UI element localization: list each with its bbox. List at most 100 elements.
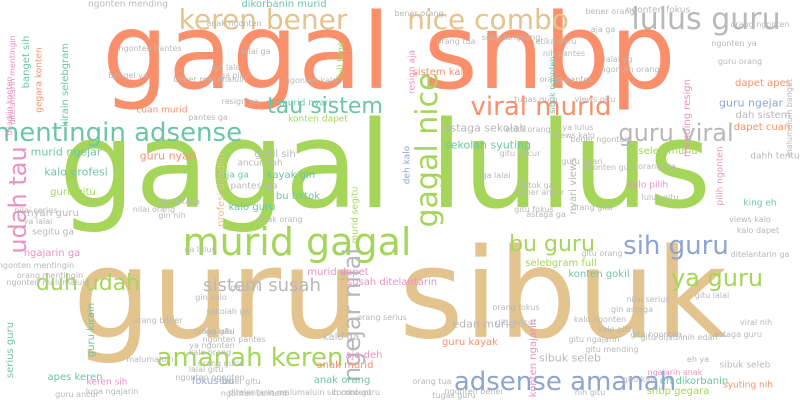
- cloud-word: gegara konten: [34, 47, 45, 113]
- cloud-word: anak orang: [257, 215, 303, 224]
- cloud-word: guru viral: [618, 119, 734, 147]
- cloud-word: sibuk ngonten: [548, 56, 557, 114]
- cloud-word: sekolah ga: [206, 307, 250, 316]
- cloud-word: ga pikir: [220, 71, 250, 80]
- cloud-word: tugas guru: [432, 391, 476, 400]
- cloud-word: murid gagal: [182, 220, 412, 264]
- cloud-word: kalo ga: [322, 332, 360, 343]
- cloud-word: lulus gitu: [641, 193, 679, 202]
- cloud-word: konten gokil: [568, 269, 630, 280]
- cloud-word: sibuk seleb: [539, 351, 601, 365]
- cloud-word: ngajarin anak: [647, 368, 703, 377]
- cloud-word: ga lalai: [213, 63, 243, 72]
- cloud-word: dijadiin konten: [5, 76, 14, 136]
- cloud-word: bener orang: [585, 7, 635, 16]
- cloud-word: ditelantarin ga: [730, 250, 790, 259]
- cloud-word: ngonten kalo: [284, 76, 338, 85]
- cloud-word: viral nih: [739, 318, 773, 327]
- cloud-word: ngonten mentingin: [0, 261, 75, 270]
- cloud-word: gitu dijadiin: [640, 333, 688, 342]
- cloud-word: gitu ancur: [499, 149, 541, 158]
- cloud-word: views kalo: [729, 215, 771, 224]
- cloud-word: etika guru: [535, 37, 577, 46]
- cloud-word: malumaluin banget: [785, 79, 794, 157]
- cloud-word: astaga guru: [713, 330, 763, 339]
- cloud-word: pantes aja: [230, 181, 278, 192]
- cloud-word: dahh tentu: [750, 151, 800, 162]
- cloud-word: astaga sekolah: [443, 121, 527, 135]
- cloud-word: gin nih: [158, 211, 186, 220]
- cloud-word: orang guru: [197, 359, 243, 368]
- cloud-word: gin kalo: [195, 293, 227, 302]
- cloud-word: orang ngonten: [730, 20, 790, 29]
- cloud-word: ga lalai: [205, 327, 235, 336]
- cloud-word: dikorbanin murid: [241, 0, 327, 10]
- cloud-word: bener gitu: [219, 377, 261, 386]
- cloud-word: kalo orang: [188, 348, 232, 357]
- cloud-word: gitu mending: [585, 345, 639, 354]
- cloud-word: sekolah syuting: [444, 138, 532, 152]
- cloud-word: murid nyari: [279, 98, 331, 109]
- cloud-word: gitu kalo: [622, 375, 658, 384]
- cloud-word: ga lalai: [481, 171, 511, 180]
- cloud-word: kalo guru: [228, 202, 276, 213]
- cloud-word: murid segitu: [350, 186, 361, 244]
- cloud-word: lalai ga: [241, 47, 271, 56]
- cloud-word: bangel ya: [108, 71, 148, 80]
- cloud-word: konten dapet: [288, 114, 348, 125]
- cloud-word: ya guru: [670, 264, 764, 292]
- cloud-word: lalai gitu: [188, 365, 224, 374]
- cloud-word: mending resign: [682, 79, 693, 157]
- cloud-word: pilih ngonten: [715, 146, 726, 206]
- cloud-word: murid ngejar: [30, 145, 102, 159]
- cloud-word: ngonten content: [220, 389, 288, 398]
- cloud-word: apes keren: [47, 372, 103, 383]
- cloud-word: edan murid: [452, 317, 516, 331]
- cloud-word: orang aja: [638, 162, 676, 171]
- cloud-word: nih pantes: [542, 49, 586, 58]
- cloud-word: orang gitu: [571, 203, 613, 212]
- cloud-word: gitu fokus: [514, 205, 554, 214]
- cloud-word: guru nyari: [139, 149, 197, 163]
- cloud-word: guru kayak: [442, 337, 498, 348]
- cloud-word: adsense amanah: [453, 367, 677, 397]
- cloud-word: ngonten malumaluin: [6, 278, 90, 287]
- cloud-word: deh kalo: [402, 145, 413, 185]
- cloud-word: guru gitu: [50, 187, 96, 198]
- cloud-word: guru nyari: [561, 157, 603, 166]
- cloud-word: dapet apes: [735, 78, 791, 89]
- cloud-word: orang tua: [412, 377, 452, 386]
- cloud-word: anak ngonten: [206, 19, 262, 28]
- cloud-word: snbp gegara: [646, 386, 710, 397]
- cloud-word: sistem susah: [203, 275, 321, 296]
- cloud-word: tiktok ga: [518, 181, 554, 190]
- cloud-word: ga guru: [230, 283, 262, 292]
- cloud-word: pantes ga: [188, 113, 228, 122]
- cloud-word: king eh: [743, 198, 777, 209]
- cloud-word: aja ga: [590, 25, 616, 34]
- cloud-word: gitu ngajarin: [568, 335, 620, 344]
- cloud-word: lulus guru: [631, 2, 781, 37]
- cloud-word: guru sibuk: [72, 223, 728, 367]
- cloud-word: anak murid: [316, 360, 374, 371]
- cloud-word: snbp langsung: [481, 33, 541, 42]
- cloud-word: seleb murid: [638, 146, 698, 157]
- cloud-word: syuting nih: [723, 380, 773, 391]
- cloud-word: susah ditelantarin: [346, 277, 438, 288]
- cloud-word: orang gitu: [193, 327, 235, 336]
- cloud-word: ya lalai: [23, 217, 53, 226]
- cloud-word: ngajarin ga: [23, 248, 81, 259]
- cloud-word: ya lulus: [562, 123, 594, 132]
- cloud-word: nih gitu: [574, 388, 606, 397]
- cloud-word: sibuk seleb: [719, 360, 771, 371]
- cloud-word: bu tiktok: [275, 191, 321, 202]
- cloud-word: orang fokus: [492, 303, 540, 312]
- cloud-word: keren sih: [86, 377, 128, 388]
- cloud-word: keren bener: [178, 3, 348, 36]
- cloud-word: ngonten bener: [444, 387, 504, 396]
- cloud-word: nyari guru: [27, 208, 79, 219]
- cloud-word: lupa ngajarin: [85, 387, 139, 396]
- cloud-word: viral murid: [470, 92, 612, 122]
- cloud-word: sih guru: [623, 231, 729, 261]
